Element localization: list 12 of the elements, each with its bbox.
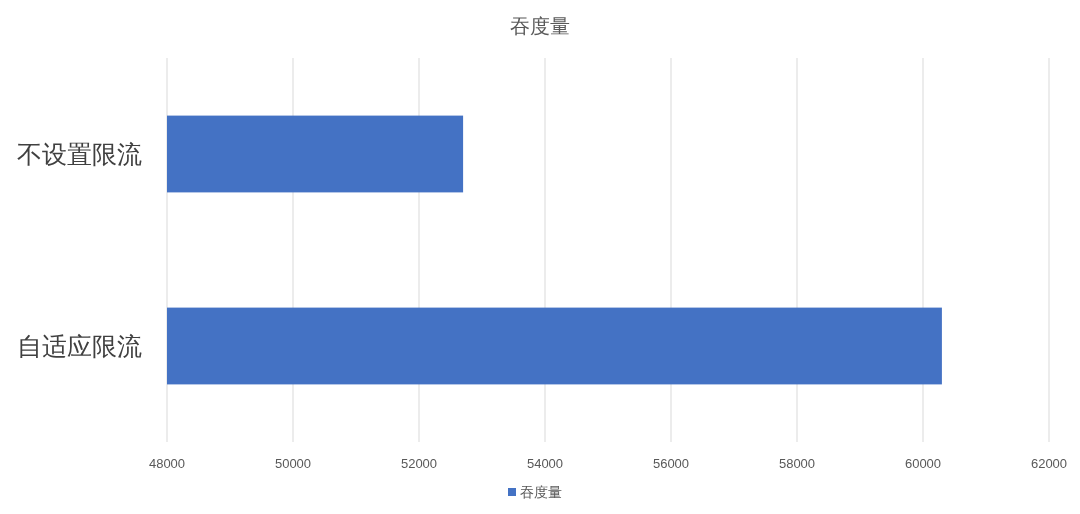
x-tick-label: 54000 — [526, 456, 564, 471]
x-tick-label: 62000 — [1030, 456, 1068, 471]
x-tick-label: 56000 — [652, 456, 690, 471]
legend-label: 吞度量 — [520, 484, 562, 500]
x-tick-label: 48000 — [148, 456, 186, 471]
x-tick-label: 52000 — [400, 456, 438, 471]
x-tick-label: 58000 — [778, 456, 816, 471]
y-tick-label: 不设置限流 — [17, 140, 142, 168]
x-tick-label: 60000 — [904, 456, 942, 471]
y-tick-label: 自适应限流 — [17, 332, 142, 360]
chart-title: 吞度量 — [510, 15, 570, 37]
x-tick-label: 50000 — [274, 456, 312, 471]
